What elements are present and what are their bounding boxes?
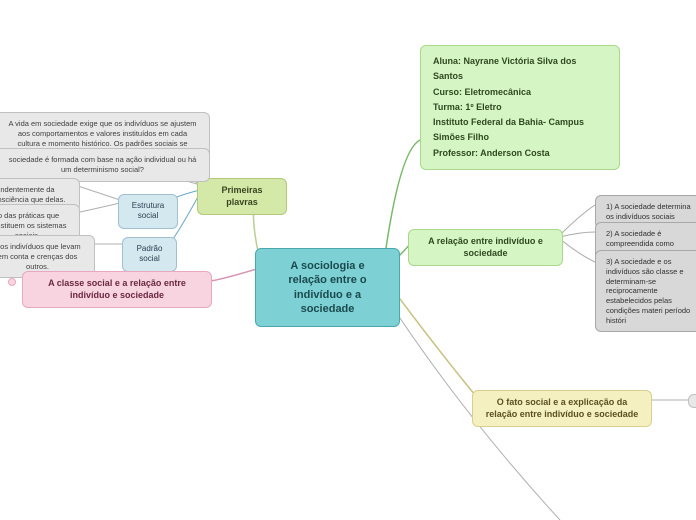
info-aluna: Aluna: Nayrane Victória Silva dos Santos [433, 54, 607, 85]
info-curso: Curso: Eletromecânica [433, 85, 607, 100]
info-turma: Turma: 1º Eletro [433, 100, 607, 115]
node-padrao[interactable]: Padrão social [122, 237, 177, 272]
node-relacao[interactable]: A relação entre indivíduo e sociedade [408, 229, 563, 266]
info-professor: Professor: Anderson Costa [433, 146, 607, 161]
info-box[interactable]: Aluna: Nayrane Victória Silva dos Santos… [420, 45, 620, 170]
info-instituto: Instituto Federal da Bahia- Campus Simõe… [433, 115, 607, 146]
center-topic[interactable]: A sociologia e relação entre o indivíduo… [255, 248, 400, 327]
node-primeiras[interactable]: Primeiras plavras [197, 178, 287, 215]
node-gray2[interactable]: sociedade é formada com base na ação ind… [0, 148, 210, 182]
node-fato[interactable]: O fato social e a explicação da relação … [472, 390, 652, 427]
node-rel3[interactable]: 3) A sociedade e os indivíduos são class… [595, 250, 696, 332]
node-classe[interactable]: A classe social e a relação entre indiví… [22, 271, 212, 308]
pink-expand-dot[interactable] [8, 278, 16, 286]
node-estrutura[interactable]: Estrutura social [118, 194, 178, 229]
node-partial-right[interactable] [688, 394, 696, 408]
